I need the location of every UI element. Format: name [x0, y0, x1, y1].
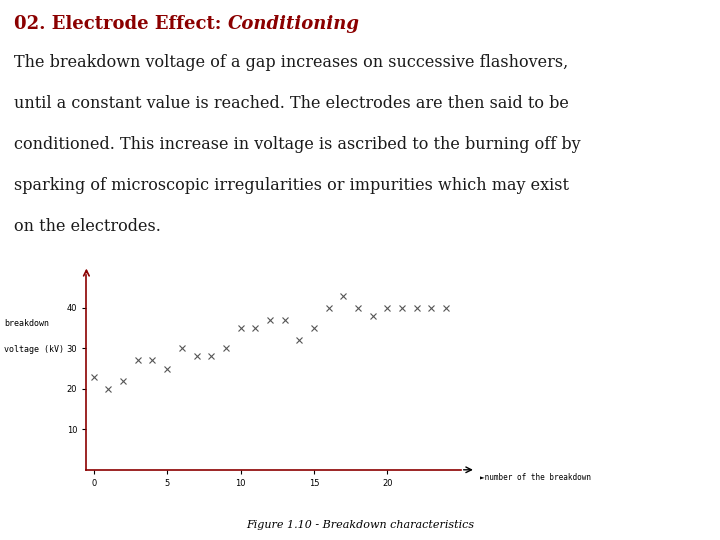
Text: voltage (kV): voltage (kV) [4, 345, 64, 354]
Text: breakdown: breakdown [4, 320, 49, 328]
Text: 02. Electrode Effect:: 02. Electrode Effect: [14, 15, 228, 33]
Text: until a constant value is reached. The electrodes are then said to be: until a constant value is reached. The e… [14, 95, 570, 112]
Text: Conditioning: Conditioning [228, 15, 360, 33]
Text: The breakdown voltage of a gap increases on successive flashovers,: The breakdown voltage of a gap increases… [14, 54, 569, 71]
Text: ►number of the breakdown: ►number of the breakdown [480, 473, 590, 482]
Text: conditioned. This increase in voltage is ascribed to the burning off by: conditioned. This increase in voltage is… [14, 136, 581, 153]
Text: sparking of microscopic irregularities or impurities which may exist: sparking of microscopic irregularities o… [14, 177, 570, 194]
Text: Figure 1.10 - Breakdown characteristics: Figure 1.10 - Breakdown characteristics [246, 520, 474, 530]
Text: on the electrodes.: on the electrodes. [14, 218, 161, 235]
